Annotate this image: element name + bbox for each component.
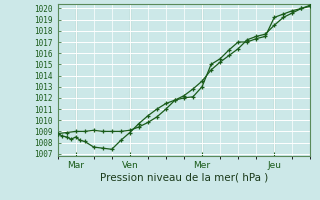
X-axis label: Pression niveau de la mer( hPa ): Pression niveau de la mer( hPa ) xyxy=(100,173,268,183)
